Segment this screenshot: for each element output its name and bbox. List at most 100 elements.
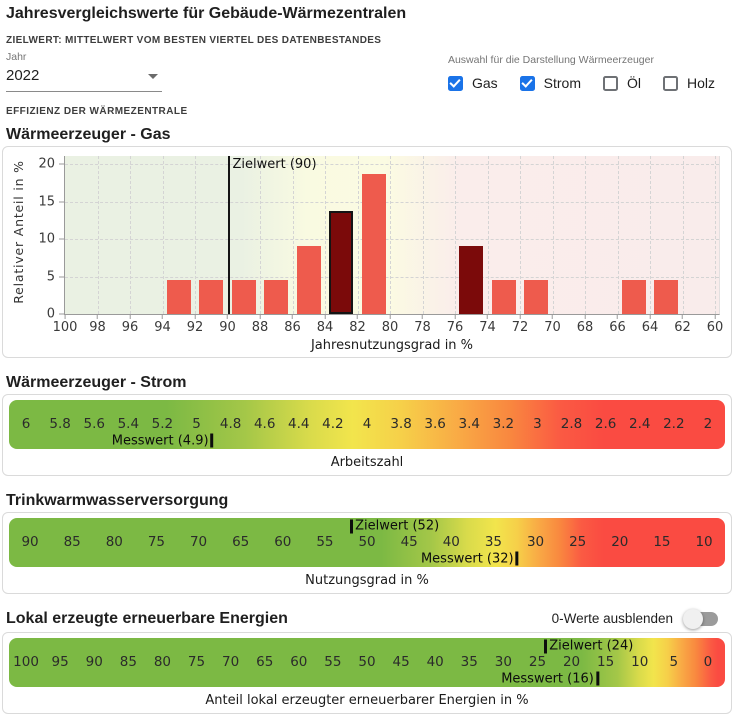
x-tick-label: 78 — [414, 315, 431, 335]
zero-values-toggle[interactable] — [683, 608, 718, 629]
scale-tick-label: 30 — [526, 534, 545, 551]
scale-tick-label: 30 — [494, 654, 512, 671]
x-tick-label: 80 — [382, 315, 398, 335]
checkbox-holz[interactable]: Holz — [662, 75, 715, 91]
histogram-bar[interactable] — [231, 280, 256, 314]
gridline — [520, 156, 521, 314]
chevron-down-icon — [148, 74, 158, 79]
year-value: 2022 — [6, 67, 40, 84]
messwert-marker: Messwert (4.9) — [112, 433, 214, 448]
scale-tick-label: 3.4 — [458, 416, 480, 433]
histogram-bar[interactable] — [199, 280, 224, 314]
renewables-scale-bar: Zielwert (24) 100 95 90 85 80 75 70 65 60 55 50 45 40… — [9, 638, 725, 687]
histogram-bar[interactable] — [166, 280, 191, 314]
x-tick-label: 82 — [349, 315, 366, 335]
generator-selection: Auswahl für die Darstellung Wärmeerzeuge… — [447, 51, 715, 92]
gas-histogram-plot: Zielwert (90) — [64, 156, 720, 315]
gas-x-axis-title: Jahresnutzungsgrad in % — [310, 338, 474, 353]
toggle-knob-icon — [683, 608, 703, 629]
year-select[interactable]: Jahr 2022 — [6, 51, 162, 92]
scale-tick-label: 50 — [358, 654, 376, 671]
scale-tick-label: 20 — [611, 534, 629, 551]
scale-tick-label: 10 — [631, 654, 649, 671]
scale-tick-label: 90 — [21, 534, 39, 551]
year-dropdown[interactable]: 2022 — [6, 63, 162, 92]
scale-tick-label: 20 — [562, 654, 581, 671]
checkbox-öl[interactable]: Öl — [602, 75, 641, 91]
checkbox-gas[interactable]: Gas — [447, 75, 498, 91]
histogram-bar[interactable] — [621, 280, 646, 314]
x-tick-label: 70 — [544, 315, 561, 335]
scale-tick-label: 3.2 — [492, 416, 515, 433]
histogram-bar[interactable] — [524, 280, 549, 314]
scale-tick-label: 6 — [21, 416, 31, 433]
messwert-row: Messwert (4.9) — [9, 433, 725, 449]
histogram-bar[interactable] — [459, 245, 484, 314]
scale-tick-label: 70 — [189, 534, 208, 551]
gridline — [162, 156, 164, 314]
messwert-row: Messwert (16) — [9, 671, 725, 687]
gridline — [65, 201, 719, 203]
scale-tick-label: 4.4 — [288, 416, 310, 433]
strom-section-title: Wärmeerzeuger - Strom — [6, 374, 187, 391]
gridline — [390, 156, 391, 314]
gas-section-title: Wärmeerzeuger - Gas — [6, 126, 171, 143]
gridline — [292, 156, 294, 314]
scale-tick-label: 80 — [105, 534, 123, 551]
gas-x-axis: 100 98 96 94 92 90 88 86 84 82 80 78 76 74 72 70 68 66 64 6… — [53, 315, 723, 339]
scale-tick-label: 45 — [400, 534, 418, 551]
year-label: Jahr — [6, 51, 27, 63]
scale-tick-label: 2.2 — [663, 416, 685, 433]
scale-tick-label: 3 — [533, 416, 542, 433]
messwert-marker-line — [595, 671, 599, 686]
x-tick-label: 98 — [89, 315, 106, 335]
messwert-marker-line — [210, 433, 214, 448]
scale-tick-label: 2.4 — [628, 416, 651, 433]
generator-selection-label: Auswahl für die Darstellung Wärmeerzeuge… — [447, 54, 654, 66]
scale-tick-label: 2.6 — [594, 416, 617, 433]
zero-values-toggle-label: 0-Werte ausblenden — [551, 611, 673, 626]
histogram-bar[interactable] — [264, 280, 289, 314]
histogram-bar[interactable] — [296, 245, 321, 314]
strom-card: 6 5.8 5.6 5.4 5.2 5 4.8 4.6 4.4 4.2 4 3.8 3.6 3.4 3.2 3… — [2, 394, 732, 476]
controls-row: Jahr 2022 Auswahl für die Darstellung Wä… — [6, 51, 728, 92]
scale-tick-label: 90 — [85, 654, 103, 671]
scale-tick-label: 5 — [669, 654, 679, 671]
zielwert-row: Zielwert (52) — [9, 518, 725, 534]
scale-tick-label: 55 — [324, 654, 342, 671]
gas-y-axis: 0 5 10 15 20 — [3, 156, 64, 322]
scale-tick-label: 25 — [569, 534, 587, 551]
x-tick-label: 64 — [642, 315, 658, 335]
scale-tick-label: 5.4 — [117, 416, 140, 433]
checkbox-checked-icon[interactable] — [519, 75, 535, 91]
checkbox-unchecked-icon[interactable] — [602, 75, 618, 91]
zielwert-row — [9, 400, 725, 416]
messwert-row: Messwert (32) — [9, 551, 725, 567]
gridline — [422, 156, 424, 314]
histogram-bar[interactable] — [329, 211, 354, 314]
page-title: Jahresvergleichswerte für Gebäude-Wärmez… — [6, 5, 407, 22]
x-tick-label: 92 — [187, 315, 203, 335]
scale-tick-label: 5.2 — [151, 416, 174, 433]
zero-values-toggle-group: 0-Werte ausblenden — [551, 608, 718, 629]
gridline — [325, 156, 326, 314]
scale-tick-label: 100 — [13, 654, 39, 671]
messwert-marker: Messwert (16) — [501, 671, 599, 686]
x-tick-label: 74 — [479, 315, 496, 335]
histogram-bar[interactable] — [491, 280, 516, 314]
histogram-bar[interactable] — [361, 173, 386, 314]
checkbox-checked-icon[interactable] — [447, 75, 463, 91]
checkbox-strom[interactable]: Strom — [519, 75, 581, 91]
x-tick-label: 60 — [707, 315, 723, 335]
y-tick-label: 20 — [38, 157, 64, 172]
gridline — [65, 276, 719, 278]
scale-ticks: 100 95 90 85 80 75 70 65 60 55 50 45 40 35 30 25 20 15 10 5… — [9, 654, 725, 670]
histogram-bar[interactable] — [654, 280, 679, 314]
checkbox-unchecked-icon[interactable] — [662, 75, 678, 91]
zielwert-row: Zielwert (24) — [9, 638, 725, 654]
scale-tick-label: 15 — [653, 534, 671, 551]
x-tick-label: 66 — [609, 315, 626, 335]
x-tick-label: 100 — [53, 315, 77, 335]
gridline — [65, 164, 719, 165]
messwert-marker: Messwert (32) — [421, 551, 519, 566]
